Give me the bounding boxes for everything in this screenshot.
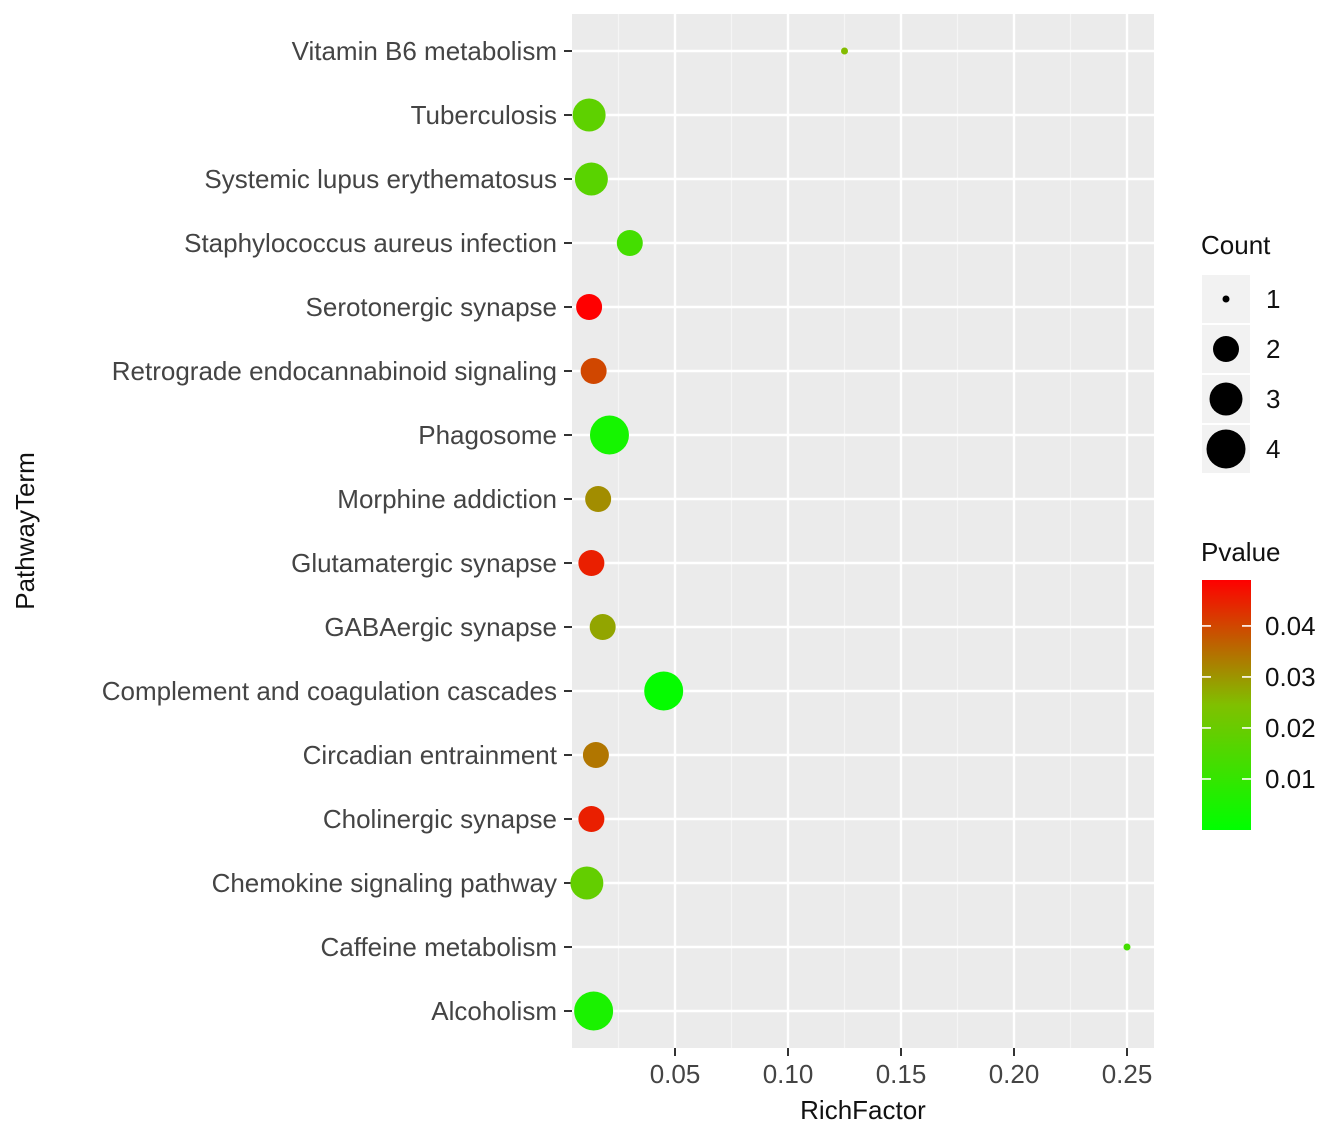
count-legend-label: 2 bbox=[1266, 334, 1280, 364]
x-axis-title: RichFactor bbox=[800, 1095, 926, 1125]
y-tick-label: Retrograde endocannabinoid signaling bbox=[112, 356, 557, 386]
pvalue-legend: Pvalue 0.04 0.03 0.02 0.01 bbox=[1201, 537, 1316, 830]
data-points bbox=[570, 47, 1131, 1031]
y-tick-label: GABAergic synapse bbox=[324, 612, 557, 642]
count-legend-label: 3 bbox=[1266, 384, 1280, 414]
data-point bbox=[574, 162, 608, 196]
data-point bbox=[589, 415, 629, 455]
pvalue-colorbar bbox=[1202, 580, 1251, 830]
count-legend-title: Count bbox=[1201, 230, 1271, 260]
pvalue-tick-label: 0.04 bbox=[1265, 611, 1316, 641]
pvalue-tick-label: 0.03 bbox=[1265, 662, 1316, 692]
y-tick-label: Cholinergic synapse bbox=[323, 804, 557, 834]
data-point bbox=[580, 358, 607, 384]
y-tick-label: Phagosome bbox=[418, 420, 557, 450]
data-point bbox=[841, 47, 848, 55]
count-legend: Count 1 2 3 4 bbox=[1201, 230, 1280, 473]
y-tick-label: Vitamin B6 metabolism bbox=[292, 36, 557, 66]
x-tick-label: 0.20 bbox=[989, 1059, 1040, 1089]
count-legend-dot bbox=[1222, 295, 1230, 303]
plot-panel bbox=[572, 14, 1154, 1048]
data-point bbox=[1123, 943, 1131, 951]
data-point bbox=[572, 98, 606, 132]
data-point bbox=[585, 486, 612, 512]
y-axis-title: PathwayTerm bbox=[10, 452, 40, 610]
x-tick-label: 0.15 bbox=[876, 1059, 927, 1089]
data-point bbox=[582, 742, 609, 768]
count-legend-label: 1 bbox=[1266, 284, 1280, 314]
count-legend-dot bbox=[1209, 382, 1243, 416]
y-axis: Vitamin B6 metabolism Tuberculosis Systemi… bbox=[102, 36, 572, 1026]
y-tick-label: Systemic lupus erythematosus bbox=[204, 164, 557, 194]
pvalue-tick-label: 0.01 bbox=[1265, 764, 1316, 794]
data-point bbox=[644, 671, 684, 711]
data-point bbox=[576, 294, 603, 320]
count-legend-dot bbox=[1206, 429, 1246, 469]
y-tick-label: Chemokine signaling pathway bbox=[212, 868, 557, 898]
grid-minor bbox=[617, 14, 1072, 1048]
x-axis: 0.05 0.10 0.15 0.20 0.25 bbox=[650, 1048, 1153, 1089]
y-tick-label: Complement and coagulation cascades bbox=[102, 676, 557, 706]
x-tick-label: 0.10 bbox=[763, 1059, 814, 1089]
y-tick-label: Alcoholism bbox=[431, 996, 557, 1026]
x-tick-label: 0.25 bbox=[1102, 1059, 1153, 1089]
y-tick-label: Staphylococcus aureus infection bbox=[184, 228, 557, 258]
pvalue-tick-label: 0.02 bbox=[1265, 713, 1316, 743]
x-tick-label: 0.05 bbox=[650, 1059, 701, 1089]
y-tick-label: Serotonergic synapse bbox=[306, 292, 557, 322]
data-point bbox=[616, 230, 643, 256]
data-point bbox=[589, 614, 616, 640]
data-point bbox=[578, 550, 605, 576]
data-point bbox=[570, 866, 604, 900]
y-tick-label: Caffeine metabolism bbox=[320, 932, 557, 962]
count-legend-dot bbox=[1213, 336, 1239, 362]
data-point bbox=[578, 806, 605, 832]
y-tick-label: Circadian entrainment bbox=[303, 740, 558, 770]
y-tick-label: Glutamatergic synapse bbox=[291, 548, 557, 578]
data-point bbox=[574, 991, 614, 1031]
pvalue-legend-title: Pvalue bbox=[1201, 537, 1281, 567]
y-tick-label: Tuberculosis bbox=[411, 100, 557, 130]
y-tick-label: Morphine addiction bbox=[337, 484, 557, 514]
count-legend-label: 4 bbox=[1266, 434, 1280, 464]
grid-major bbox=[572, 14, 1154, 1048]
